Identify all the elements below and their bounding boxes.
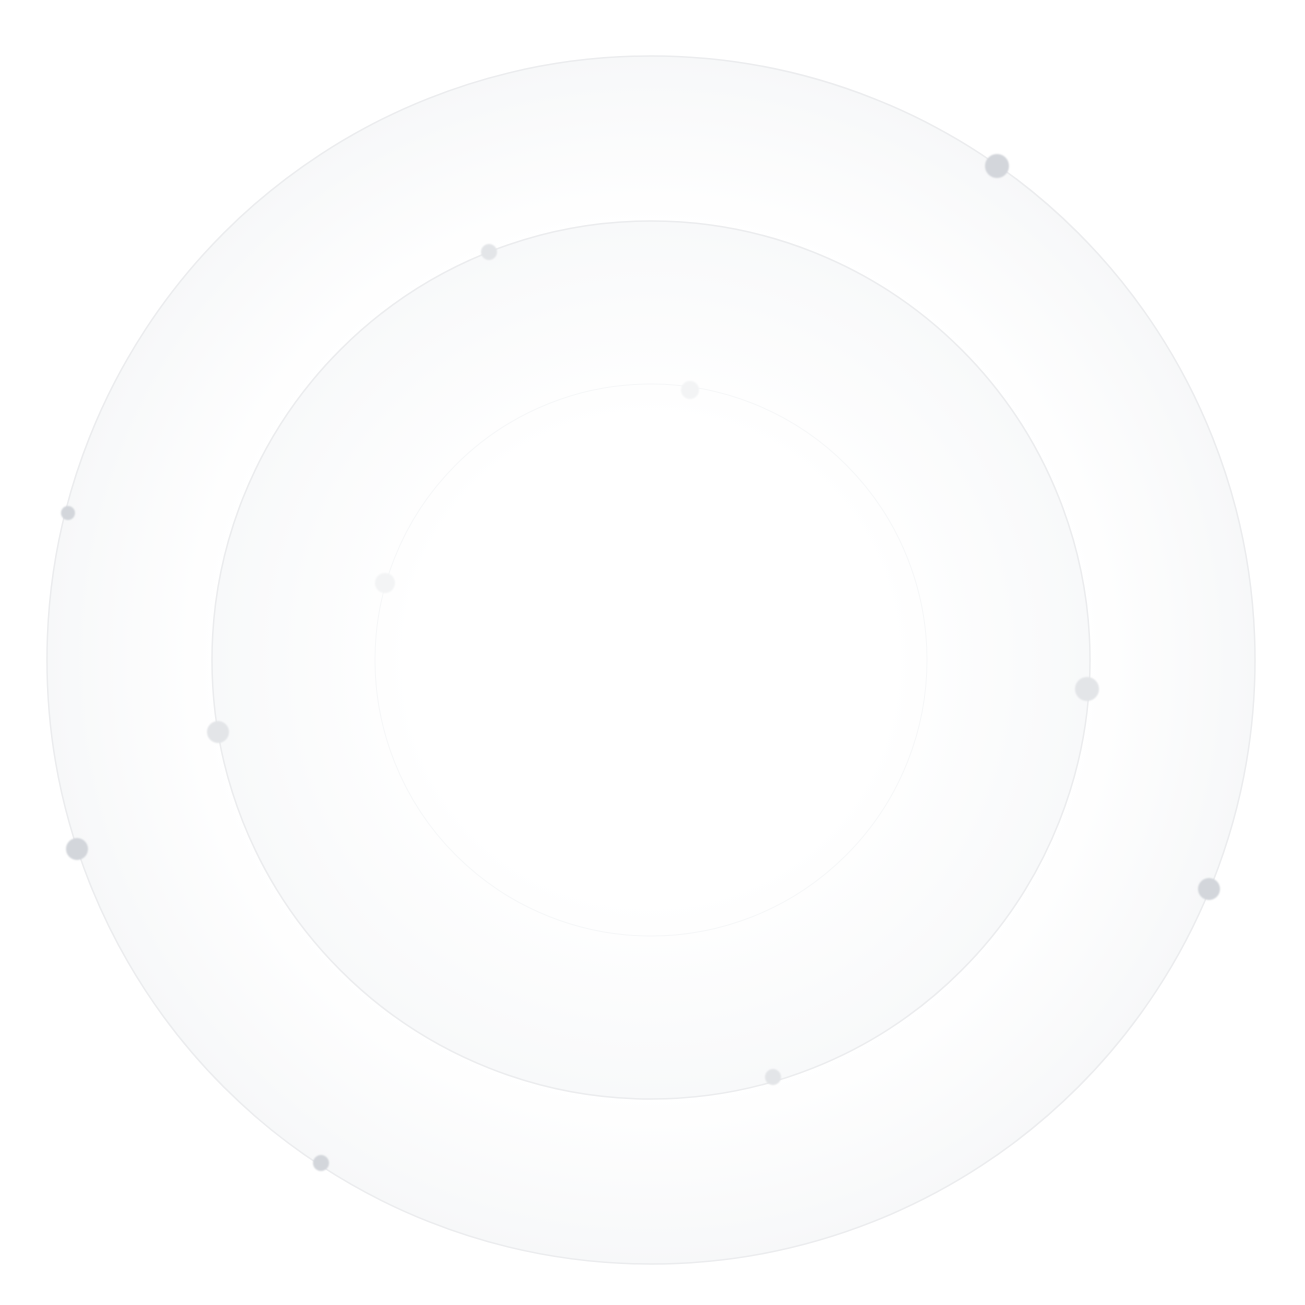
orbit-dot [375,573,395,593]
orbit-dot [66,838,88,860]
orbit-dot [1198,878,1220,900]
orbit-dot [61,506,75,520]
orbit-dot [207,721,229,743]
orbit-dot [1075,677,1099,701]
orbit-dot [681,381,699,399]
middle-orbit-ring [211,220,1091,1100]
orbit-dot [765,1069,781,1085]
orbit-dot [985,154,1009,178]
orbit-dot [313,1155,329,1171]
inner-orbit-ring [374,383,928,937]
orbit-dot [481,244,497,260]
